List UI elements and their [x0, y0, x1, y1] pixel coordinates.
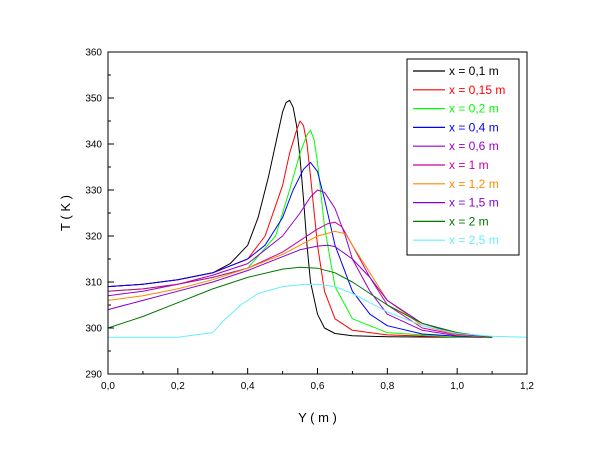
legend-label: x = 2,5 m: [449, 233, 499, 247]
y-tick-label: 320: [85, 232, 102, 243]
series-line-5: [107, 189, 493, 338]
series-line-4: [107, 161, 493, 338]
y-tick-label: 340: [85, 140, 102, 151]
y-axis-label: T ( K ): [58, 195, 73, 231]
legend-label: x = 1 m: [449, 158, 489, 172]
legend-label: x = 0,2 m: [449, 102, 499, 116]
y-tick-label: 290: [85, 370, 102, 381]
legend-label: x = 1,2 m: [449, 177, 499, 191]
x-tick-label: 0,0: [101, 381, 115, 392]
x-tick-label: 1,2: [520, 381, 534, 392]
series-line-9: [107, 266, 493, 338]
legend-label: x = 1,5 m: [449, 196, 499, 210]
series-line-10: [108, 283, 528, 338]
x-axis: 0,0 0,2 0,4 0,6 0,8 1,0 1,2: [101, 368, 534, 392]
legend-label: x = 0,1 m: [449, 64, 499, 78]
y-tick-label: 360: [85, 48, 102, 59]
y-tick-label: 350: [85, 94, 102, 105]
series-line-7: [107, 230, 493, 338]
legend-label: x = 0,4 m: [449, 120, 499, 134]
y-tick-label: 310: [85, 278, 102, 289]
series-line-6: [107, 221, 493, 338]
legend: x = 0,1 m x = 0,15 m x = 0,2 m x = 0,4 m x =…: [406, 58, 520, 256]
x-tick-label: 1,0: [450, 381, 464, 392]
legend-box: [406, 58, 520, 256]
plot-lines: [107, 99, 528, 338]
x-tick-label: 0,6: [311, 381, 325, 392]
x-tick-label: 0,8: [380, 381, 394, 392]
x-tick-label: 0,2: [171, 381, 185, 392]
x-axis-label: Y ( m ): [298, 410, 337, 425]
legend-label: x = 0,15 m: [449, 83, 505, 97]
y-tick-label: 330: [85, 186, 102, 197]
series-line-8: [107, 244, 493, 338]
y-tick-label: 300: [85, 324, 102, 335]
series-line-1: [107, 99, 493, 338]
y-axis: 290 300 310 320 330 340 350 360: [85, 48, 114, 381]
legend-label: x = 2 m: [449, 214, 489, 228]
x-tick-label: 0,4: [241, 381, 255, 392]
legend-label: x = 0,6 m: [449, 139, 499, 153]
